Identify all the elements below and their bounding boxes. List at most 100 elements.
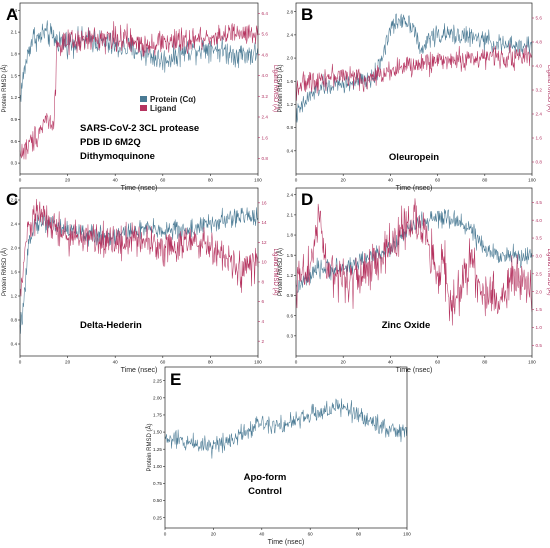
y-tick-label: 0.4 (287, 148, 294, 153)
x-tick-label: 100 (254, 360, 262, 365)
series-ligand-line (295, 198, 533, 326)
panel-b: 0 20 40 60 80 100 0.4 0.8 1.2 1.6 2.0 2.4 2.8 0.8 1.6 2… (277, 2, 550, 192)
x-tick-label: 60 (160, 360, 166, 365)
x-axis-label: Time (nsec) (396, 185, 433, 192)
x-tick-label: 0 (19, 178, 22, 183)
y2-tick-label: 2.0 (536, 289, 543, 294)
x-tick-label: 100 (254, 178, 262, 183)
y-tick-label: 1.2 (287, 273, 294, 278)
y-axis-label: Protein RMSD (Å) (1, 248, 8, 296)
plot-frame (295, 187, 533, 357)
y2-tick-label: 6.4 (262, 11, 269, 16)
series-ligand-line (295, 43, 533, 101)
y2-axis-label: Ligand RMSD (Å) (546, 65, 550, 112)
y2-tick-label: 1.0 (536, 325, 543, 330)
y-tick-label: 2.4 (287, 32, 294, 37)
series-ligand-line (19, 21, 259, 160)
x-tick-label: 40 (388, 360, 394, 365)
x-tick-label: 80 (482, 178, 488, 183)
y-tick-label: 1.6 (11, 270, 18, 275)
y-tick-label: 2.4 (11, 8, 18, 13)
y2-tick-label: 0.5 (536, 343, 543, 348)
y-tick-label: 0.6 (287, 313, 294, 318)
panel-annotation: Delta-Hederin (80, 320, 142, 331)
y2-tick-label: 5.6 (262, 32, 269, 37)
y2-tick-label: 2 (262, 339, 265, 344)
y2-tick-label: 10 (262, 260, 268, 265)
y2-axis-label: Ligand RMSD (Å) (272, 65, 279, 112)
y-tick-label: 2.8 (287, 9, 294, 14)
y2-tick-label: 1.6 (262, 135, 269, 140)
plot-frame (19, 2, 259, 175)
x-axis-label: Time (nsec) (268, 539, 305, 546)
x-axis-label: Time (nsec) (121, 367, 158, 374)
x-tick-label: 60 (435, 360, 441, 365)
y-tick-label: 1.25 (153, 447, 162, 452)
x-tick-label: 40 (388, 178, 394, 183)
y2-tick-label: 14 (262, 220, 268, 225)
y2-tick-label: 4.0 (536, 64, 543, 69)
panel-c: 0 20 40 60 80 100 0.4 0.8 1.2 1.6 2.0 2.4 2.8 2 4 6 8 10 1… (1, 187, 279, 374)
panel-a: 0 20 40 60 80 100 0.3 0.6 0.9 1.2 1.5 1.8 2.1 2.4 0.8 1… (1, 2, 279, 192)
panel-d: 0 20 40 60 80 100 0.3 0.6 0.9 1.2 1.5 1.8 2.1 2.4 0.5 1… (277, 187, 550, 374)
x-tick-label: 100 (528, 178, 536, 183)
legend-swatch-ligand (140, 105, 147, 111)
y-tick-label: 2.0 (11, 246, 18, 251)
y-tick-label: 1.6 (287, 79, 294, 84)
x-tick-label: 20 (211, 532, 217, 537)
y2-tick-label: 3.2 (262, 94, 269, 99)
x-tick-label: 20 (341, 178, 347, 183)
y2-tick-label: 0.8 (536, 160, 543, 165)
y-tick-label: 0.9 (287, 293, 294, 298)
x-tick-label: 40 (259, 532, 265, 537)
y-tick-label: 2.0 (287, 56, 294, 61)
x-tick-label: 40 (113, 178, 119, 183)
y-tick-label: 0.3 (287, 333, 294, 338)
y-tick-label: 2.1 (287, 212, 294, 217)
x-tick-label: 0 (19, 360, 22, 365)
y2-tick-label: 2.4 (536, 112, 543, 117)
x-tick-label: 60 (308, 532, 314, 537)
panel-letter: C (6, 190, 18, 209)
y2-tick-label: 4.0 (536, 218, 543, 223)
series-protein-line (19, 20, 259, 102)
panel-letter: D (301, 190, 313, 209)
y-tick-label: 1.2 (11, 294, 18, 299)
x-tick-label: 80 (208, 178, 214, 183)
y2-tick-label: 8 (262, 279, 265, 284)
y-tick-label: 0.75 (153, 481, 162, 486)
y2-tick-label: 6 (262, 299, 265, 304)
x-tick-label: 80 (208, 360, 214, 365)
plot-frame (164, 366, 408, 529)
legend-label-ligand: Ligand (150, 104, 176, 113)
y2-tick-label: 4.0 (262, 73, 269, 78)
x-tick-label: 40 (113, 360, 119, 365)
x-tick-label: 0 (295, 360, 298, 365)
series-ligand-line (19, 198, 259, 297)
x-tick-label: 0 (164, 532, 167, 537)
y-tick-label: 2.00 (153, 395, 162, 400)
y2-tick-label: 4.8 (536, 40, 543, 45)
y-tick-label: 1.5 (287, 253, 294, 258)
series-protein-line (164, 398, 408, 459)
y-axis-label: Protein RMSD (Å) (146, 423, 153, 471)
x-tick-label: 20 (341, 360, 347, 365)
y2-tick-label: 1.6 (536, 136, 543, 141)
panel-annotation: Zinc Oxide (382, 320, 431, 331)
y-tick-label: 1.5 (11, 73, 18, 78)
y-tick-label: 0.6 (11, 139, 18, 144)
y-tick-label: 2.4 (287, 192, 294, 197)
y2-axis-label: Ligand RMSD (Å) (546, 248, 550, 295)
y-tick-label: 0.8 (287, 125, 294, 130)
y2-tick-label: 1.5 (536, 307, 543, 312)
x-tick-label: 60 (160, 178, 166, 183)
plot-frame (295, 2, 533, 175)
panel-letter: A (6, 5, 18, 24)
y2-tick-label: 12 (262, 240, 268, 245)
y2-tick-label: 5.6 (536, 16, 543, 21)
panel-annotation: SARS-CoV-2 3CL protease (80, 123, 199, 134)
y-tick-label: 1.75 (153, 413, 162, 418)
y2-tick-label: 3.5 (536, 236, 543, 241)
y-axis-label: Protein RMSD (Å) (1, 64, 8, 112)
y2-tick-label: 2.5 (536, 271, 543, 276)
